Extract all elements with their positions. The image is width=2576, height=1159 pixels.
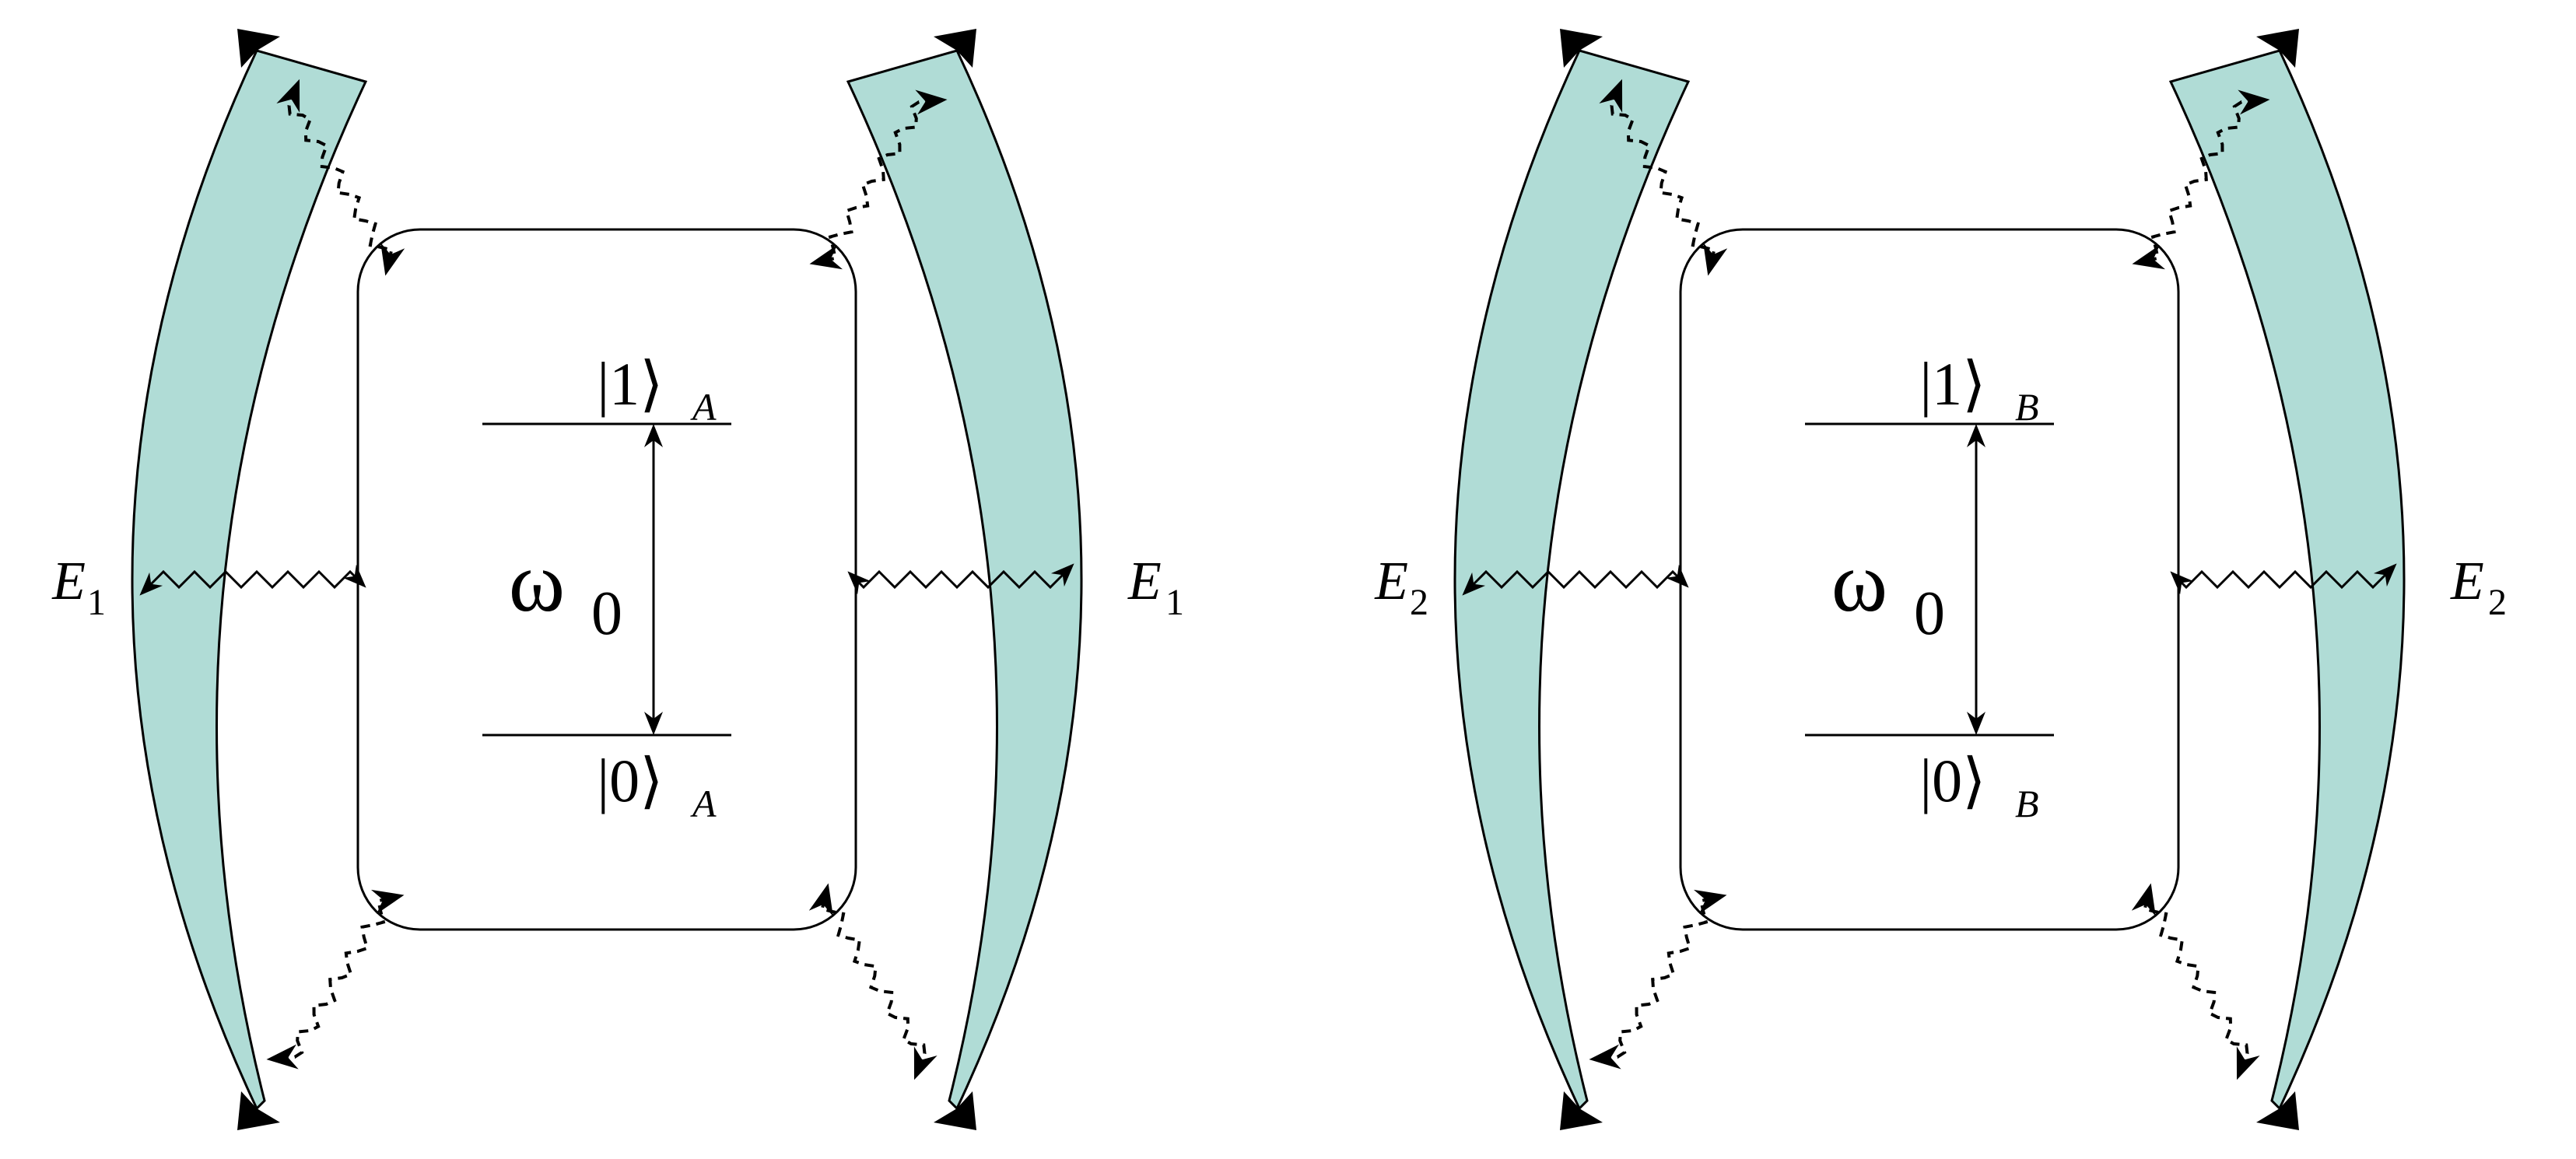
coupling-4 bbox=[282, 898, 389, 1058]
ket-1: |1⟩ bbox=[597, 350, 663, 418]
subsystem-B: E2E2|1⟩B|0⟩Bω0 bbox=[1374, 29, 2507, 1130]
subsystem-A: E1E1|1⟩A|0⟩Aω0 bbox=[51, 29, 1184, 1130]
env-sub-right: 2 bbox=[2488, 582, 2507, 623]
omega-sub: 0 bbox=[591, 580, 622, 648]
env-label-right: E bbox=[1127, 551, 1162, 611]
ket-1-sub: A bbox=[690, 385, 717, 429]
coupling-4 bbox=[1604, 898, 1712, 1058]
env-label-left: E bbox=[51, 551, 86, 611]
coupling-5 bbox=[2145, 898, 2248, 1066]
omega: ω bbox=[509, 534, 565, 629]
env-sub-left: 1 bbox=[87, 582, 106, 623]
ket-1-sub: B bbox=[2015, 385, 2039, 429]
env-sub-right: 1 bbox=[1165, 582, 1184, 623]
ket-0: |0⟩ bbox=[597, 747, 663, 814]
coupling-5 bbox=[822, 898, 925, 1066]
env-sub-left: 2 bbox=[1410, 582, 1428, 623]
ket-1: |1⟩ bbox=[1919, 350, 1985, 418]
env-label-left: E bbox=[1374, 551, 1408, 611]
ket-0-sub: B bbox=[2015, 782, 2039, 825]
ket-0-sub: A bbox=[690, 782, 717, 825]
omega: ω bbox=[1831, 534, 1887, 629]
quantum-diagram: E1E1|1⟩A|0⟩Aω0E2E2|1⟩B|0⟩Bω0 bbox=[0, 0, 2576, 1159]
omega-sub: 0 bbox=[1914, 580, 1945, 648]
env-label-right: E bbox=[2450, 551, 2484, 611]
ket-0: |0⟩ bbox=[1919, 747, 1985, 814]
